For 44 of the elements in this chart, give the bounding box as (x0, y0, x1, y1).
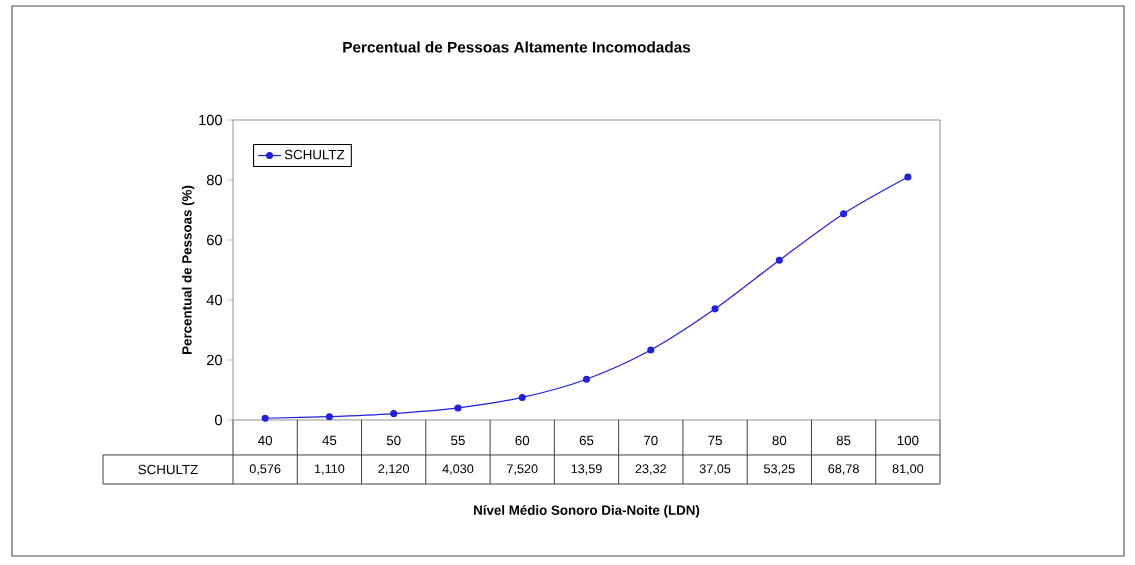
data-label: 7,520 (507, 464, 538, 475)
point (904, 173, 912, 181)
legend-label: SCHULTZ (284, 149, 345, 160)
y-tick-label: 20 (207, 354, 223, 366)
point (325, 413, 333, 421)
x-tick-label: 45 (322, 435, 337, 446)
x-axis-title: Nível Médio Sonoro Dia-Noite (LDN) (474, 504, 700, 518)
data-label: 37,05 (699, 464, 731, 475)
data-label: 53,25 (763, 464, 795, 475)
x-tick-label: 75 (708, 435, 722, 446)
y-tick-label: 100 (199, 114, 223, 126)
point (711, 305, 719, 313)
data-label: 23,32 (635, 464, 666, 475)
y-axis-title: Percentual de Pessoas (%) (181, 185, 195, 354)
x-tick-label: 65 (579, 435, 594, 446)
chart-title: Percentual de Pessoas Altamente Incomodadas (343, 41, 691, 53)
x-tick-label: 60 (515, 435, 530, 446)
y-tick-label: 80 (206, 174, 223, 186)
x-tick-label: 55 (451, 435, 465, 446)
point (261, 414, 269, 422)
x-tick-label: 100 (897, 435, 919, 446)
text: SCHULTZ (138, 464, 198, 475)
point (454, 404, 462, 412)
point (582, 375, 591, 383)
y-tick-label: 40 (206, 294, 223, 306)
data-label: 0,576 (249, 464, 281, 475)
y-tick-label: 60 (207, 234, 223, 246)
data-label: 68,78 (828, 464, 859, 475)
x-tick-label: 85 (836, 435, 851, 446)
data-label: 81,00 (892, 464, 924, 475)
x-tick-label: 50 (386, 435, 401, 446)
x-tick-label: 40 (258, 435, 273, 446)
point (390, 410, 398, 418)
data-label: 2,120 (378, 464, 410, 475)
data-label: 1,110 (315, 464, 345, 475)
point (518, 393, 526, 401)
data-label: 13,59 (571, 464, 602, 475)
point (840, 210, 848, 218)
x-tick-label: 80 (772, 435, 787, 446)
x-tick-label: 70 (644, 435, 658, 446)
point (647, 346, 655, 354)
point (775, 256, 783, 264)
y-tick-label: 0 (215, 414, 223, 426)
data-label: 4,030 (442, 464, 474, 475)
